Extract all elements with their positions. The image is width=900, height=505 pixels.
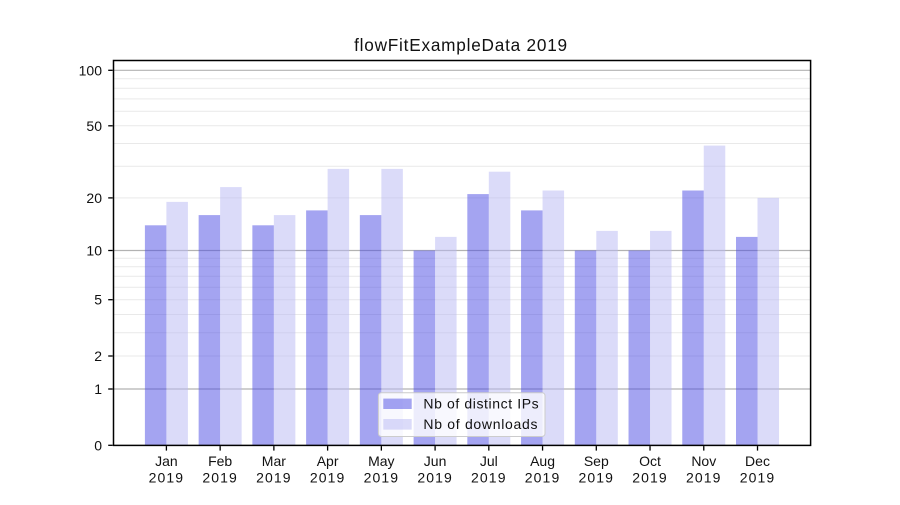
svg-text:5: 5	[94, 292, 102, 308]
svg-text:Feb: Feb	[208, 453, 232, 469]
svg-text:2019: 2019	[740, 469, 776, 485]
svg-text:2019: 2019	[256, 469, 292, 485]
svg-text:1: 1	[94, 381, 102, 397]
svg-text:Jan: Jan	[155, 453, 178, 469]
svg-text:May: May	[368, 453, 394, 469]
svg-text:2019: 2019	[471, 469, 507, 485]
svg-text:2019: 2019	[364, 469, 400, 485]
svg-text:flowFitExampleData 2019: flowFitExampleData 2019	[354, 35, 568, 55]
svg-text:2019: 2019	[149, 469, 185, 485]
svg-text:Sep: Sep	[584, 453, 609, 469]
svg-text:Jun: Jun	[424, 453, 447, 469]
svg-text:Nov: Nov	[691, 453, 716, 469]
svg-text:100: 100	[79, 62, 103, 78]
svg-text:Jul: Jul	[480, 453, 498, 469]
svg-text:2019: 2019	[525, 469, 561, 485]
svg-text:10: 10	[86, 243, 102, 259]
svg-text:20: 20	[86, 190, 102, 206]
svg-text:2019: 2019	[417, 469, 453, 485]
svg-text:Nb of downloads: Nb of downloads	[423, 416, 538, 432]
svg-text:Apr: Apr	[317, 453, 339, 469]
svg-text:Mar: Mar	[262, 453, 286, 469]
svg-text:2019: 2019	[579, 469, 615, 485]
svg-text:Dec: Dec	[745, 453, 770, 469]
svg-text:2019: 2019	[686, 469, 722, 485]
svg-text:Aug: Aug	[530, 453, 555, 469]
svg-text:Nb of distinct IPs: Nb of distinct IPs	[423, 396, 539, 412]
svg-text:2019: 2019	[632, 469, 668, 485]
svg-text:50: 50	[86, 118, 102, 134]
svg-text:0: 0	[94, 437, 102, 453]
svg-text:Oct: Oct	[639, 453, 661, 469]
svg-text:2019: 2019	[310, 469, 346, 485]
svg-text:2019: 2019	[202, 469, 238, 485]
svg-text:2: 2	[94, 348, 102, 364]
